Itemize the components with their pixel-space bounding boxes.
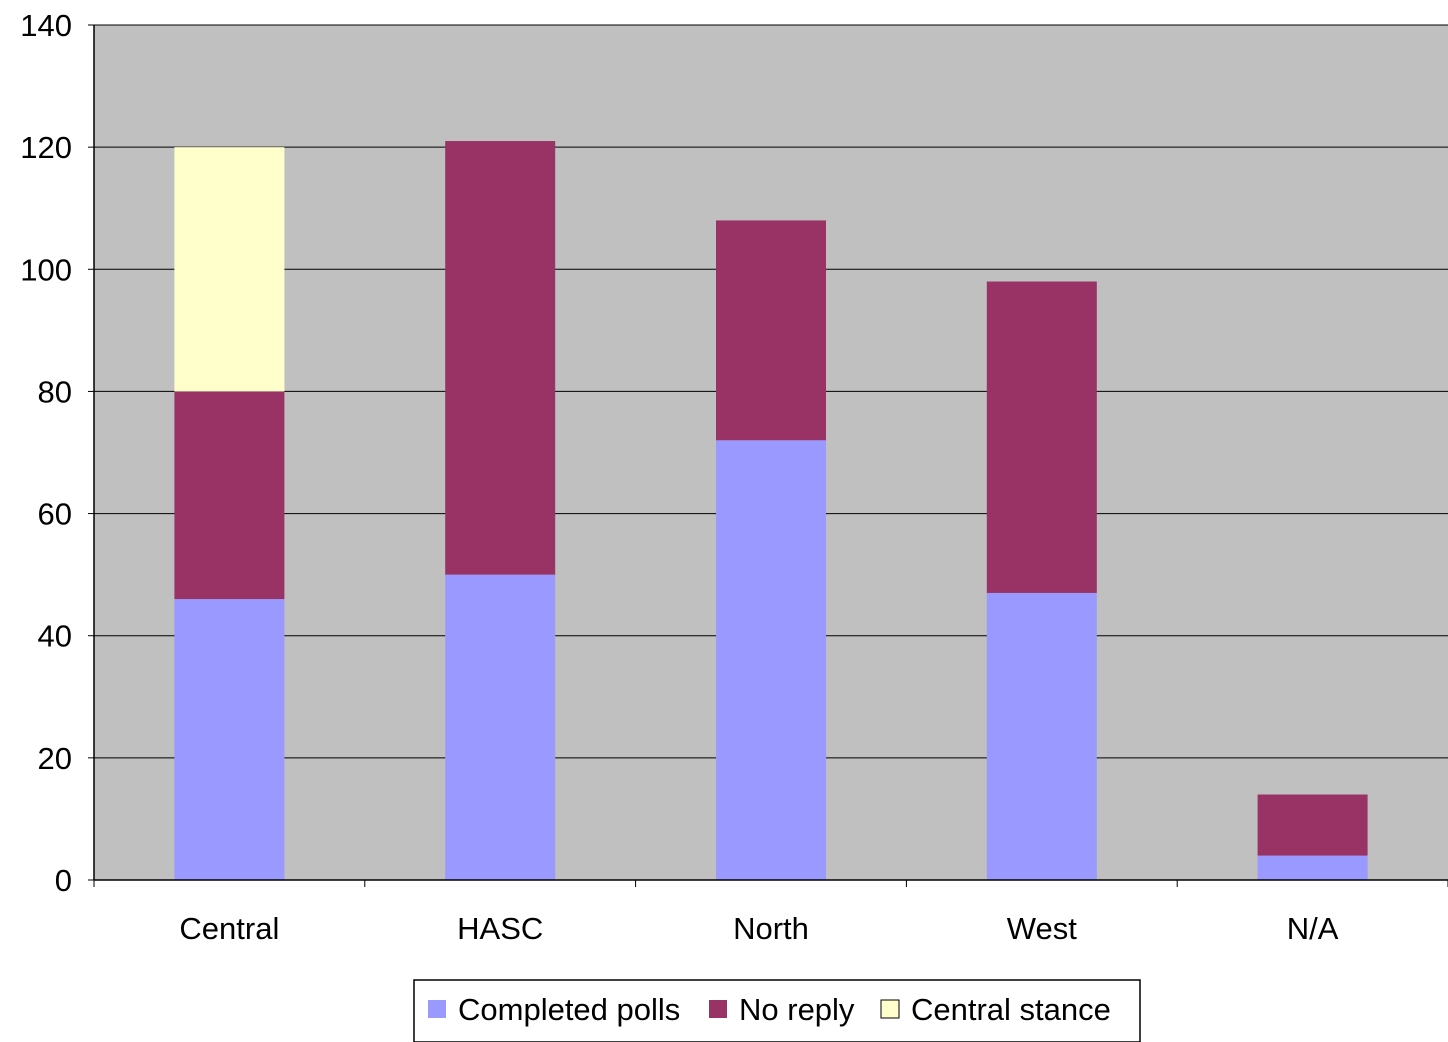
bar-west-no-reply bbox=[986, 281, 1097, 593]
x-tick-label: West bbox=[1007, 911, 1077, 946]
y-tick-label: 60 bbox=[38, 497, 72, 532]
legend-label: Completed polls bbox=[458, 992, 680, 1027]
legend-box bbox=[413, 979, 1141, 1042]
y-axis-tick-labels: 0 20 40 60 80 100 120 140 bbox=[20, 8, 72, 898]
bar-central-completed-polls bbox=[174, 599, 285, 880]
bar-central-no-reply bbox=[174, 391, 285, 600]
y-tick-label: 120 bbox=[20, 130, 72, 165]
y-tick-label: 0 bbox=[55, 863, 72, 898]
bar-hasc-no-reply bbox=[445, 141, 556, 575]
axes bbox=[88, 24, 1448, 887]
bar-na-no-reply bbox=[1257, 794, 1368, 856]
y-tick-label: 100 bbox=[20, 252, 72, 287]
legend: Completed polls No reply Central stance bbox=[413, 979, 1141, 1042]
bar-west-completed-polls bbox=[986, 592, 1097, 880]
x-tick-label: N/A bbox=[1287, 911, 1339, 946]
bar-na-completed-polls bbox=[1257, 855, 1368, 880]
legend-swatch-no-reply bbox=[709, 1000, 727, 1018]
bar-north-completed-polls bbox=[716, 440, 826, 880]
bar-north-no-reply bbox=[716, 220, 826, 441]
legend-swatch-central-stance bbox=[880, 999, 900, 1019]
y-tick-label: 20 bbox=[38, 741, 72, 776]
x-tick-label: North bbox=[733, 911, 809, 946]
bars bbox=[174, 141, 1368, 880]
y-tick-label: 80 bbox=[38, 374, 72, 409]
x-tick-label: Central bbox=[179, 911, 279, 946]
bar-hasc-completed-polls bbox=[445, 574, 556, 880]
y-tick-label: 140 bbox=[20, 8, 72, 43]
y-tick-label: 40 bbox=[38, 619, 72, 654]
x-axis-tick-labels: Central HASC North West N/A bbox=[179, 911, 1338, 946]
bar-central-central-stance bbox=[174, 147, 285, 392]
legend-label: No reply bbox=[739, 992, 855, 1027]
legend-swatch-completed-polls bbox=[428, 1000, 446, 1018]
x-tick-label: HASC bbox=[457, 911, 543, 946]
legend-label: Central stance bbox=[911, 992, 1111, 1027]
